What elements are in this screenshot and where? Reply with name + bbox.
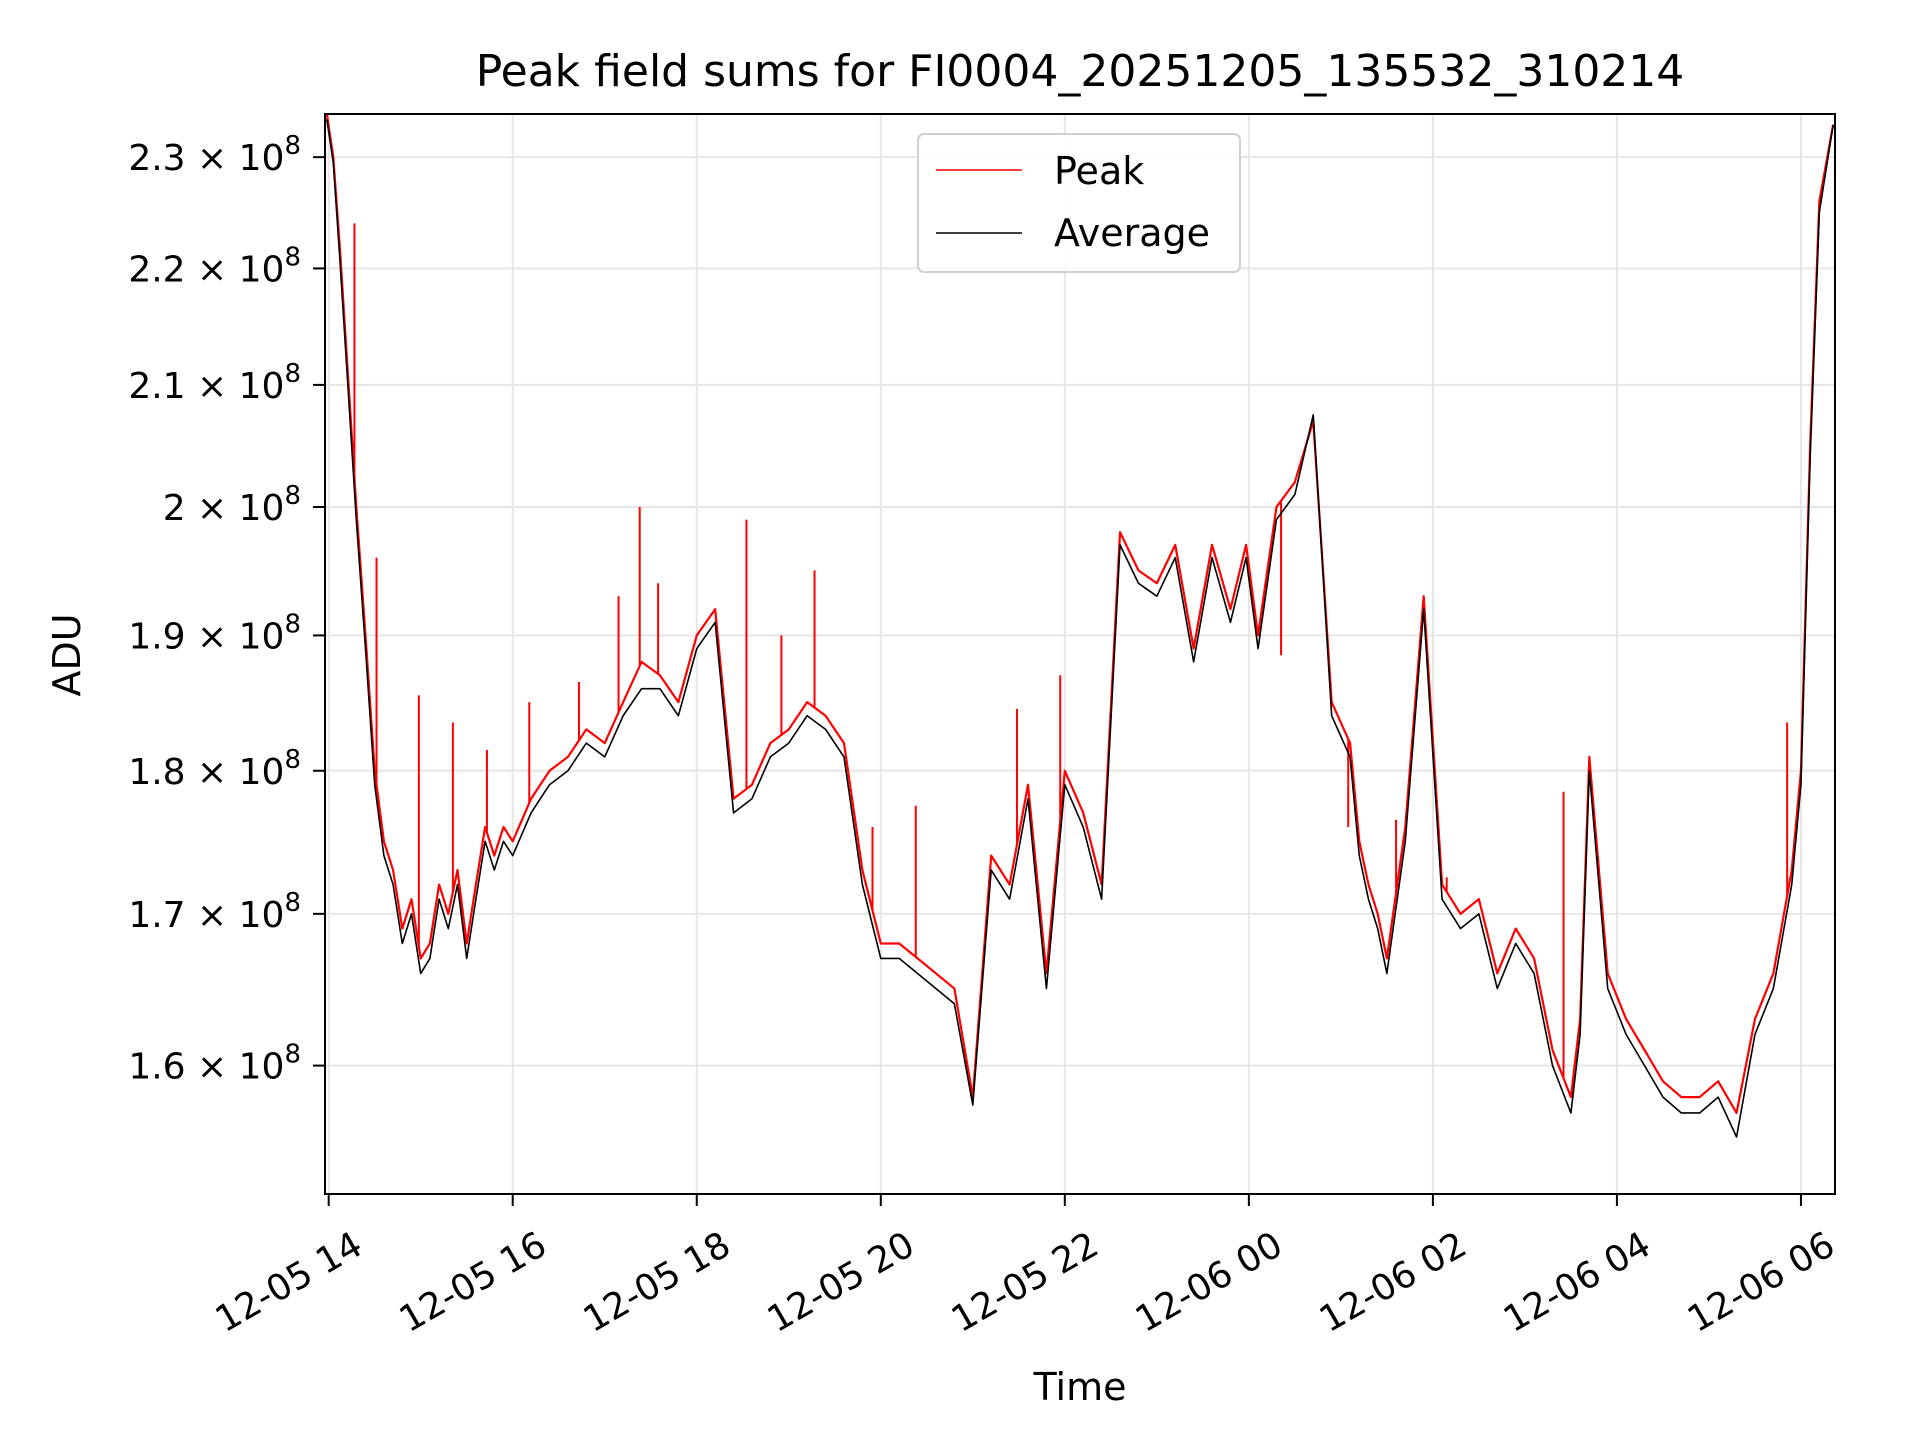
y-tick-mantissa: 2.2 × 10	[128, 249, 284, 290]
legend-box	[917, 133, 1241, 273]
y-tick-mantissa: 2.1 × 10	[128, 366, 284, 407]
y-tick-mantissa: 2.3 × 10	[128, 138, 284, 179]
chart-title: Peak field sums for FI0004_20251205_1355…	[476, 46, 1685, 97]
y-tick-exponent: 8	[284, 1040, 301, 1070]
y-tick-exponent: 8	[284, 609, 301, 639]
y-tick-mantissa: 1.9 × 10	[128, 616, 284, 657]
y-tick-label: 1.9 × 108	[128, 609, 301, 657]
y-tick-label: 2.2 × 108	[128, 242, 301, 290]
y-tick-exponent: 8	[284, 242, 301, 272]
plot-frame	[324, 113, 1836, 1195]
y-tick-label: 2.1 × 108	[128, 359, 301, 407]
y-tick-label: 2.3 × 108	[128, 131, 301, 179]
y-tick-label: 2 × 108	[163, 481, 301, 529]
y-tick-mantissa: 2 × 10	[163, 488, 285, 529]
legend-label-peak: Peak	[1054, 149, 1144, 193]
y-tick-exponent: 8	[284, 359, 301, 389]
y-tick-label: 1.6 × 108	[128, 1040, 301, 1088]
y-tick-label: 1.7 × 108	[128, 888, 301, 936]
y-tick-exponent: 8	[284, 131, 301, 161]
y-tick-exponent: 8	[284, 481, 301, 511]
y-tick-exponent: 8	[284, 745, 301, 775]
y-tick-label: 1.8 × 108	[128, 745, 301, 793]
x-axis-label: Time	[1033, 1365, 1127, 1409]
y-tick-mantissa: 1.8 × 10	[128, 752, 284, 793]
series-line-average	[326, 119, 1834, 1138]
y-tick-mantissa: 1.7 × 10	[128, 895, 284, 936]
y-tick-exponent: 8	[284, 888, 301, 918]
legend-label-average: Average	[1054, 211, 1210, 255]
legend: Peak Average	[917, 133, 1241, 273]
series-line-peak	[325, 113, 1835, 1115]
series-layer	[325, 113, 1835, 1138]
y-axis-label: ADU	[45, 613, 89, 696]
y-tick-mantissa: 1.6 × 10	[128, 1047, 284, 1088]
